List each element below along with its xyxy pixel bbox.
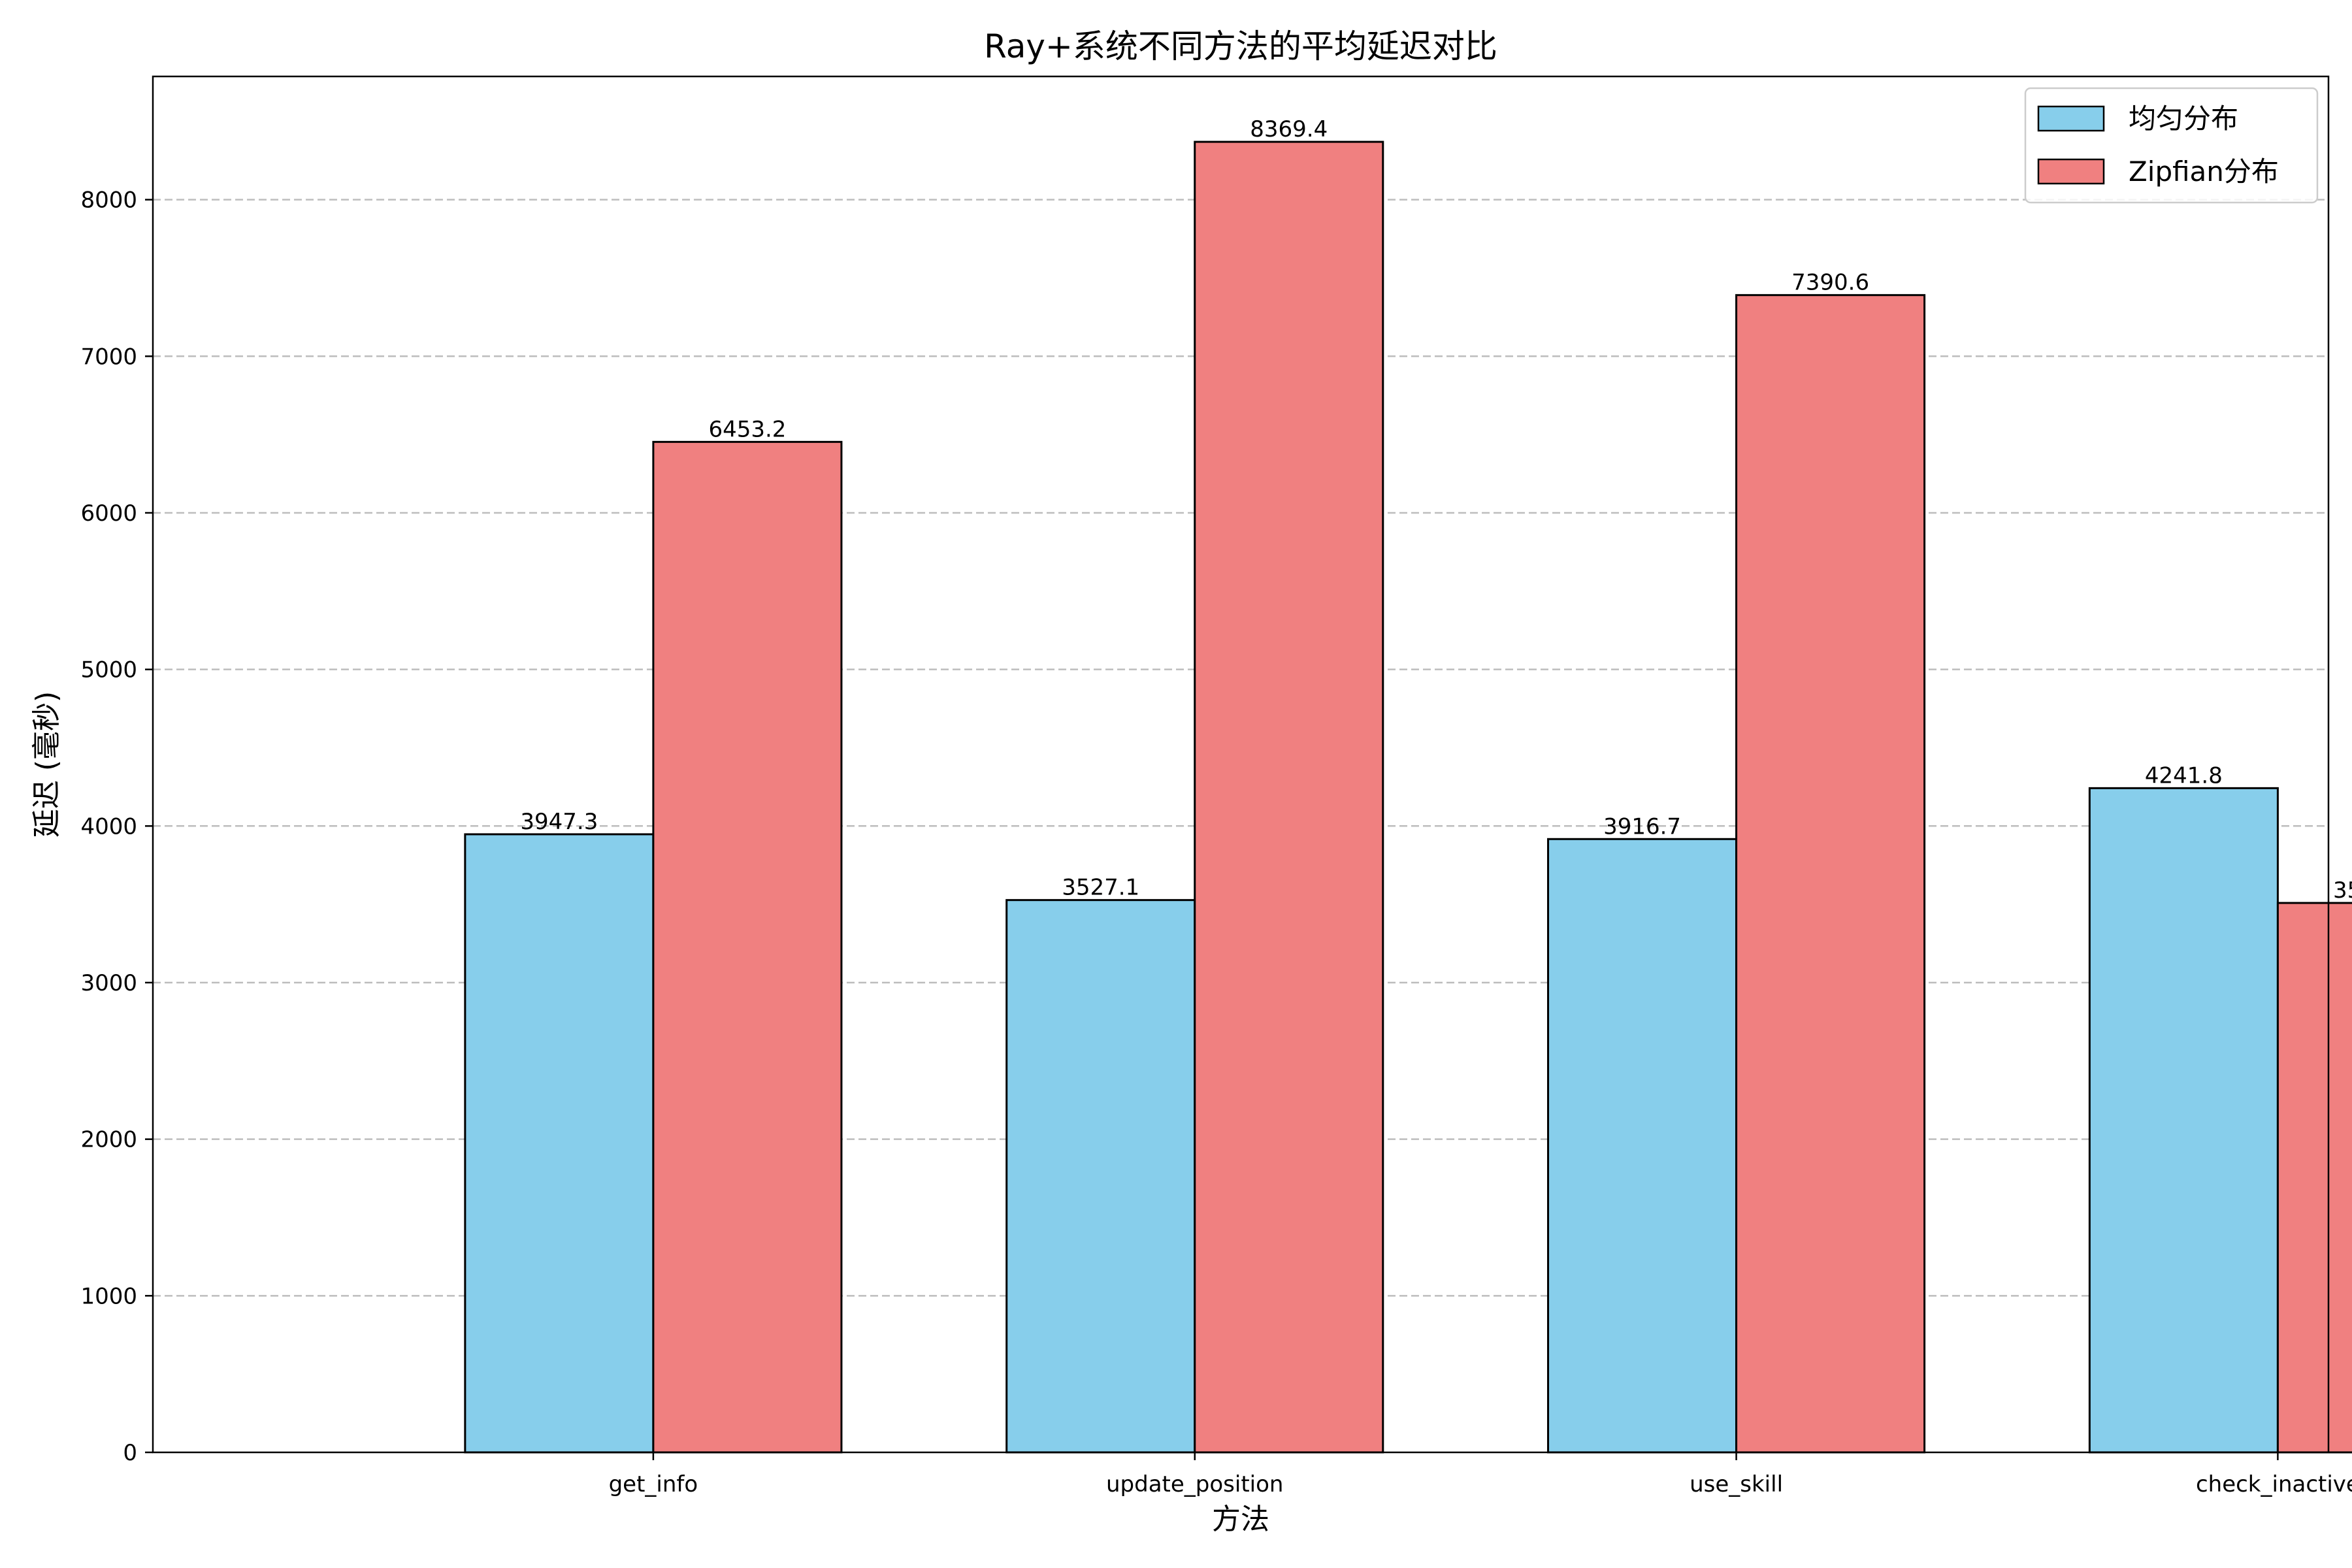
bar-uniform [2088, 787, 2279, 1454]
bar-uniform [1547, 838, 1738, 1454]
bar-zipfian [652, 440, 843, 1454]
y-tick-label: 0 [123, 1440, 137, 1466]
bar-zipfian [1194, 140, 1384, 1454]
y-axis-ticks: 0 1000 2000 3000 4000 5000 6000 7000 8000 [80, 188, 153, 1466]
chart-title: Ray+系统不同方法的平均延迟对比 [984, 27, 1497, 65]
bars [464, 140, 2352, 1454]
data-label: 3916.7 [1603, 813, 1681, 840]
legend-swatch-zipfian [2037, 158, 2105, 185]
data-label: 7390.6 [1791, 270, 1869, 296]
bar-zipfian [2276, 902, 2352, 1454]
x-tick-label: use_skill [1690, 1471, 1783, 1497]
bar-uniform [1005, 899, 1196, 1454]
y-tick-label: 1000 [80, 1283, 137, 1309]
data-label: 6453.2 [708, 416, 786, 442]
x-tick-label: update_position [1106, 1471, 1283, 1497]
plot-frame [152, 75, 2330, 1454]
y-tick-label: 6000 [80, 500, 137, 527]
legend-label-uniform: 均匀分布 [2129, 103, 2238, 135]
data-label: 3947.3 [520, 809, 598, 835]
y-tick-label: 4000 [80, 813, 137, 840]
legend-swatch-uniform [2037, 105, 2105, 132]
legend: 均匀分布 Zipfian分布 [2024, 87, 2319, 204]
bar-zipfian [1735, 294, 1926, 1454]
y-tick-label: 7000 [80, 344, 137, 370]
data-label: 4241.8 [2145, 762, 2223, 789]
x-tick-label: get_info [609, 1471, 698, 1497]
legend-label-zipfian: Zipfian分布 [2129, 155, 2279, 188]
data-labels: 3947.3 6453.2 3527.1 8369.4 3916.7 7390.6 4241… [520, 116, 2352, 904]
y-tick-label: 5000 [80, 657, 137, 683]
bar-uniform [464, 833, 655, 1454]
y-axis-title: 延迟 (毫秒) [30, 691, 63, 838]
x-axis-ticks: get_info update_position use_skill check_in… [609, 1452, 2352, 1497]
x-axis-title: 方法 [1212, 1503, 1269, 1536]
y-tick-label: 8000 [80, 188, 137, 214]
data-label: 8369.4 [1250, 116, 1328, 142]
y-tick-label: 2000 [80, 1127, 137, 1153]
x-tick-label: check_inactive [2196, 1471, 2352, 1497]
data-label: 3527.1 [1062, 875, 1139, 901]
y-tick-label: 3000 [80, 970, 137, 996]
data-label: 3508.7 [2333, 877, 2352, 904]
